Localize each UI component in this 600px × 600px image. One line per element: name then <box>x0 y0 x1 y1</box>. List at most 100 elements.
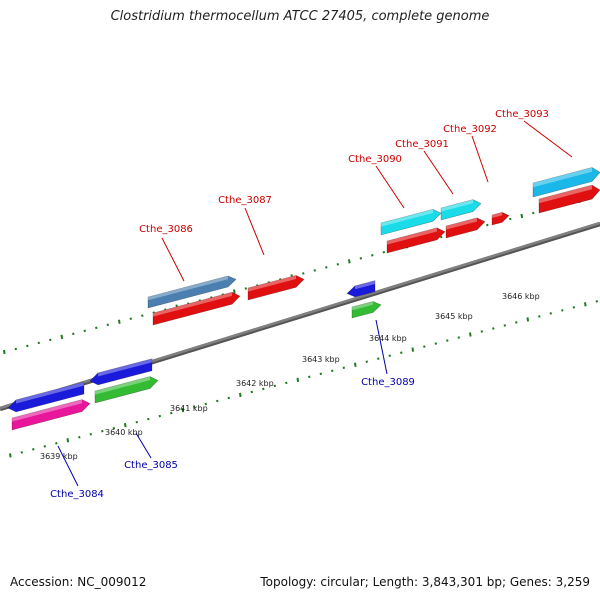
reverse-tick-mark <box>400 351 403 354</box>
gene-arrow-cthe-3085[interactable] <box>89 358 153 386</box>
genome-backbone-highlight <box>0 221 600 410</box>
reverse-tick-mark <box>262 387 265 391</box>
reverse-tick-mark <box>515 321 518 324</box>
reverse-tick-mark <box>227 396 231 400</box>
gene-leader-line <box>375 319 388 375</box>
forward-tick-mark <box>3 349 6 355</box>
forward-tick-mark <box>118 319 121 324</box>
reverse-tick-mark <box>170 411 173 415</box>
forward-tick-mark <box>49 338 52 342</box>
reverse-tick-mark <box>572 306 576 309</box>
reverse-tick-mark <box>135 420 139 424</box>
reverse-tick-mark <box>147 417 150 421</box>
reverse-tick-mark <box>492 327 495 330</box>
gene-arrow-cthe-3084[interactable] <box>7 381 85 413</box>
gene-cog-arrow-cthe-3084[interactable] <box>11 399 91 431</box>
gene-label-cthe-3084[interactable]: Cthe_3084 <box>50 489 104 500</box>
reverse-tick-mark <box>423 345 426 348</box>
forward-tick-mark <box>371 253 374 257</box>
reverse-tick-mark <box>469 332 472 337</box>
kbp-position-label: 3644 kbp <box>369 334 407 343</box>
gene-arrow-cthe-3089[interactable] <box>346 280 376 298</box>
reverse-tick-mark <box>78 435 81 439</box>
reverse-tick-mark <box>273 384 277 388</box>
reverse-tick-mark <box>296 377 300 382</box>
gene-leader-line <box>244 207 265 256</box>
reverse-tick-mark <box>20 451 24 454</box>
kbp-labels-layer: 3639 kbp 3640 kbp 3641 kbp 3642 kbp 3643 kbp… <box>40 292 540 461</box>
gene-cog-arrow-cthe-3089[interactable] <box>351 301 382 319</box>
forward-tick-mark <box>302 272 305 275</box>
forward-tick-mark <box>106 323 110 327</box>
reverse-tick-mark <box>503 324 507 327</box>
reverse-tick-mark <box>365 360 369 364</box>
kbp-position-label: 3641 kbp <box>170 404 208 413</box>
forward-tick-mark <box>325 266 328 269</box>
gene-arrow-cthe-3090[interactable] <box>380 209 442 236</box>
reverse-tick-mark <box>9 453 12 458</box>
forward-tick-mark <box>486 223 489 227</box>
reverse-tick-mark <box>561 309 564 312</box>
reverse-tick-mark <box>112 426 116 430</box>
kbp-position-label: 3639 kbp <box>40 452 78 461</box>
forward-tick-mark <box>532 211 535 215</box>
gene-cog-arrow-cthe-3086[interactable] <box>152 291 241 326</box>
gene-cog-arrow-cthe-3091[interactable] <box>445 217 486 239</box>
reverse-tick-mark <box>354 362 357 367</box>
forward-tick-mark <box>440 235 443 239</box>
gene-label-cthe-3093[interactable]: Cthe_3093 <box>495 109 549 120</box>
gene-leader-line <box>57 445 79 487</box>
reverse-tick-mark <box>216 399 219 403</box>
forward-tick-mark <box>382 250 386 254</box>
forward-tick-mark <box>509 217 512 221</box>
gene-arrow-cthe-3093[interactable] <box>532 167 600 198</box>
reverse-tick-mark <box>55 442 58 445</box>
gene-cog-arrow-cthe-3090[interactable] <box>386 227 446 254</box>
reverse-tick-mark <box>457 336 461 339</box>
gene-label-cthe-3090[interactable]: Cthe_3090 <box>348 154 402 165</box>
reverse-tick-mark <box>319 372 323 376</box>
gene-labels-layer: Cthe_3084 Cthe_3085 Cthe_3086 Cthe_3087 Cthe… <box>50 109 573 500</box>
kbp-position-label: 3643 kbp <box>302 355 340 364</box>
forward-tick-mark <box>95 326 98 330</box>
genes-layer <box>7 167 600 431</box>
forward-tick-mark <box>26 344 29 348</box>
reverse-tick-mark <box>89 432 93 436</box>
forward-tick-mark <box>233 289 236 294</box>
kbp-position-label: 3642 kbp <box>236 379 274 388</box>
gene-label-cthe-3086[interactable]: Cthe_3086 <box>139 224 193 235</box>
gene-cog-arrow-cthe-3093[interactable] <box>538 184 600 214</box>
reverse-tick-mark <box>480 330 484 333</box>
reverse-tick-mark <box>595 300 599 303</box>
gene-arrow-cthe-3091[interactable] <box>440 199 482 221</box>
reverse-tick-mark <box>101 429 104 433</box>
forward-tick-mark <box>14 347 18 351</box>
reverse-tick-mark <box>308 375 311 379</box>
reverse-tick-mark <box>342 366 346 370</box>
gene-label-cthe-3091[interactable]: Cthe_3091 <box>395 139 449 150</box>
gene-arrow-cthe-3086[interactable] <box>147 275 237 309</box>
gene-arrow-cthe-3087[interactable] <box>247 275 305 301</box>
gene-label-cthe-3092[interactable]: Cthe_3092 <box>443 124 497 135</box>
page-title: Clostridium thermocellum ATCC 27405, com… <box>110 9 490 24</box>
reverse-tick-mark <box>549 312 553 315</box>
reverse-tick-mark <box>239 392 242 398</box>
gene-cog-arrow-cthe-3085[interactable] <box>94 376 159 404</box>
reverse-tick-mark <box>411 347 415 352</box>
forward-tick-mark <box>37 341 41 345</box>
gene-label-cthe-3087[interactable]: Cthe_3087 <box>218 195 272 206</box>
reverse-tick-mark <box>124 423 127 428</box>
reverse-tick-mark <box>285 381 288 385</box>
reverse-tick-mark <box>331 369 334 373</box>
kbp-position-label: 3645 kbp <box>435 312 473 321</box>
forward-tick-mark <box>83 329 87 333</box>
accession-text: Accession: NC_009012 <box>10 575 147 589</box>
gene-arrow-cthe-3092[interactable] <box>491 212 510 226</box>
gene-label-cthe-3085[interactable]: Cthe_3085 <box>124 460 178 471</box>
gene-label-cthe-3089[interactable]: Cthe_3089 <box>361 377 415 388</box>
gene-leader-line <box>135 432 152 459</box>
forward-tick-mark <box>244 287 248 290</box>
reverse-tick-mark <box>538 315 541 318</box>
